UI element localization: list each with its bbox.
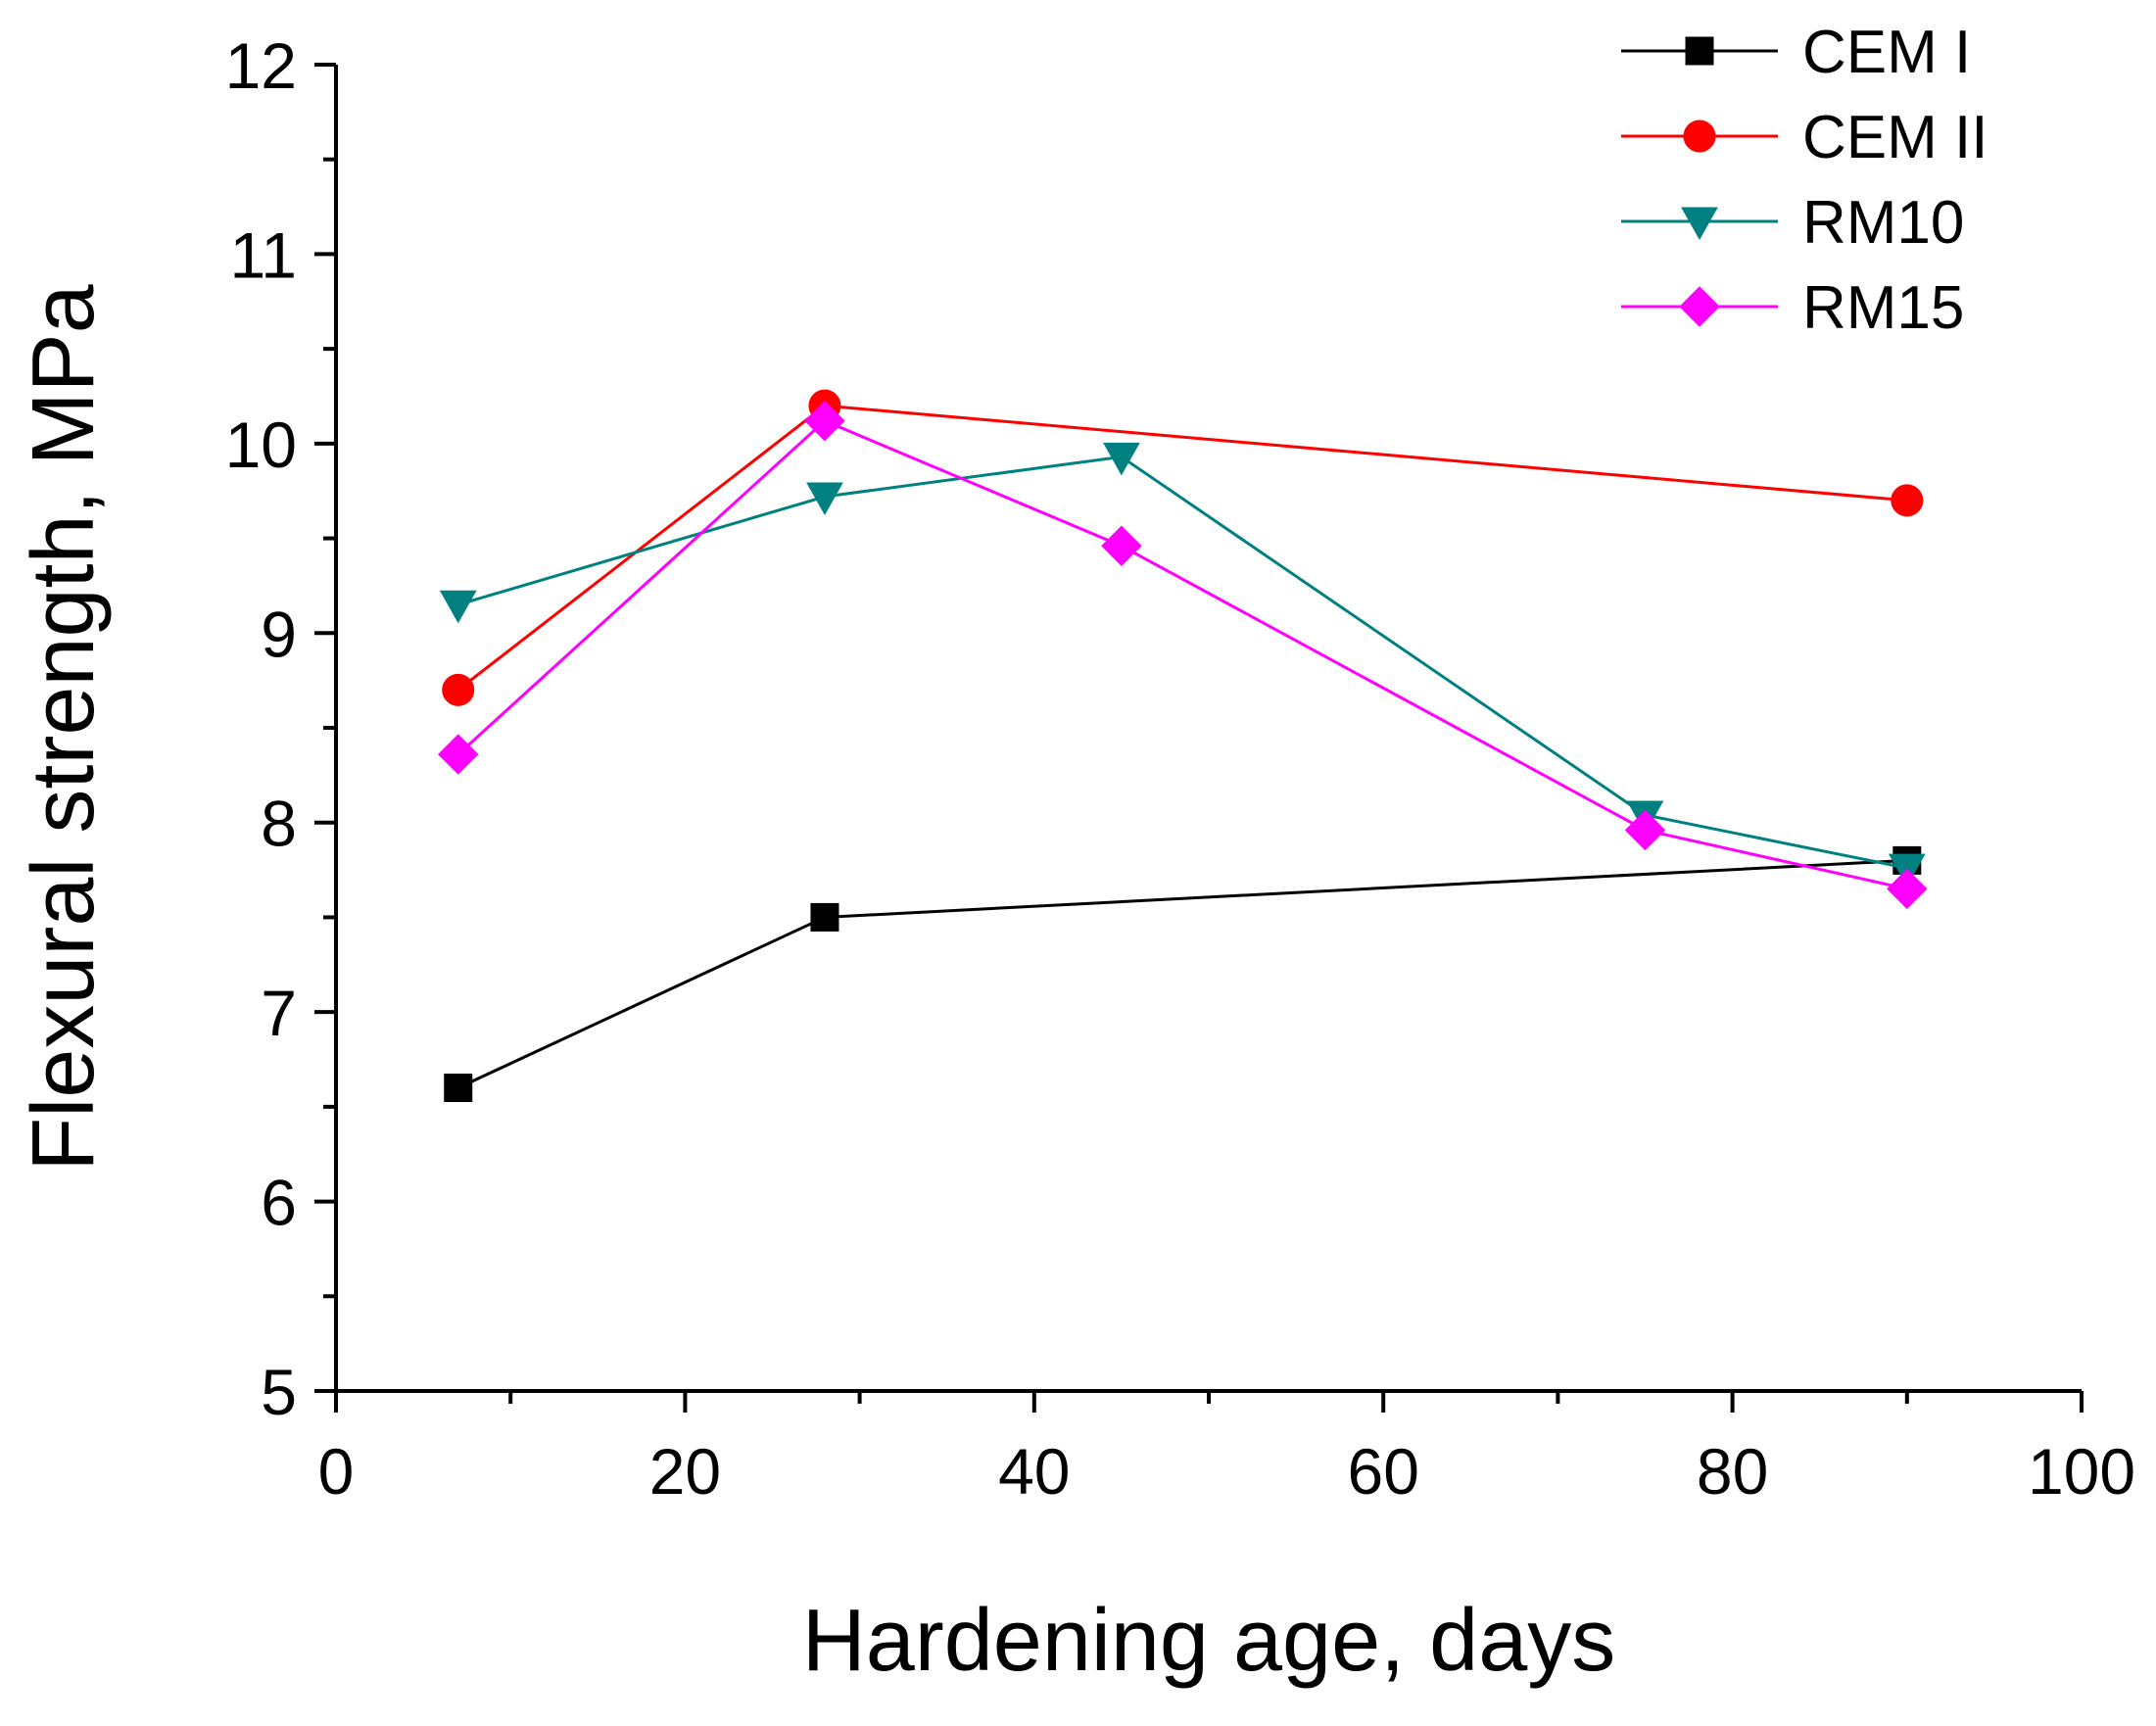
legend-item-cem-i: CEM I: [1621, 19, 1971, 86]
legend-marker: [1683, 120, 1716, 153]
x-axis-title: Hardening age, days: [802, 1592, 1616, 1690]
data-point-cem-i: [444, 1074, 473, 1103]
x-tick-label: 0: [318, 1435, 355, 1508]
series-layer: [438, 389, 1928, 1103]
legend: CEM I CEM II RM10 RM15: [1621, 19, 1988, 342]
data-point-rm15: [804, 400, 845, 442]
legend-label: CEM II: [1802, 104, 1988, 171]
data-point-rm15: [1887, 868, 1928, 910]
x-tick-label: 100: [2028, 1435, 2135, 1508]
x-tick-label: 40: [998, 1435, 1070, 1508]
y-tick-label: 10: [225, 408, 297, 481]
series-cem-i: [444, 845, 1922, 1103]
y-axis-title: Flexural strength, MPa: [15, 283, 113, 1171]
series-line-cem-i: [457, 858, 1907, 1089]
axes: [334, 65, 2082, 1393]
legend-marker: [1681, 207, 1718, 241]
y-tick-label: 8: [261, 788, 297, 860]
y-tick-label: 7: [261, 977, 297, 1049]
y-tick-label: 12: [225, 29, 297, 102]
legend-marker: [1685, 36, 1714, 66]
y-tick-label: 9: [261, 598, 297, 670]
series-rm10: [439, 442, 1926, 887]
series-line-cem-ii: [456, 404, 1907, 692]
series-line-rm10: [457, 455, 1908, 870]
data-point-rm10: [1103, 442, 1140, 476]
y-ticks: 5 6 7 8 9 10 11 12: [225, 29, 336, 1428]
series-line-rm15: [456, 418, 1908, 890]
data-point-rm15: [1624, 809, 1666, 851]
legend-label: RM15: [1802, 274, 1964, 342]
series-cem-ii: [442, 389, 1924, 706]
legend-label: RM10: [1802, 189, 1964, 257]
data-point-cem-ii: [1891, 484, 1924, 517]
data-point-cem-ii: [442, 673, 475, 706]
data-point-rm15: [438, 734, 479, 775]
x-tick-label: 80: [1697, 1435, 1768, 1508]
legend-label: CEM I: [1802, 19, 1971, 86]
legend-item-rm15: RM15: [1621, 274, 1964, 342]
data-point-rm15: [1101, 525, 1142, 567]
series-rm15: [438, 400, 1928, 910]
x-tick-label: 20: [649, 1435, 721, 1508]
legend-item-rm10: RM10: [1621, 189, 1964, 257]
legend-marker: [1679, 286, 1720, 327]
data-point-rm10: [806, 482, 843, 516]
data-point-rm10: [439, 590, 477, 624]
x-tick-label: 60: [1347, 1435, 1418, 1508]
y-tick-label: 6: [261, 1167, 297, 1239]
data-point-cem-i: [810, 902, 839, 932]
y-tick-label: 5: [261, 1356, 297, 1428]
legend-item-cem-ii: CEM II: [1621, 104, 1988, 171]
x-ticks: 0 20 40 60 80 100: [318, 1391, 2135, 1508]
y-tick-label: 11: [229, 218, 297, 291]
